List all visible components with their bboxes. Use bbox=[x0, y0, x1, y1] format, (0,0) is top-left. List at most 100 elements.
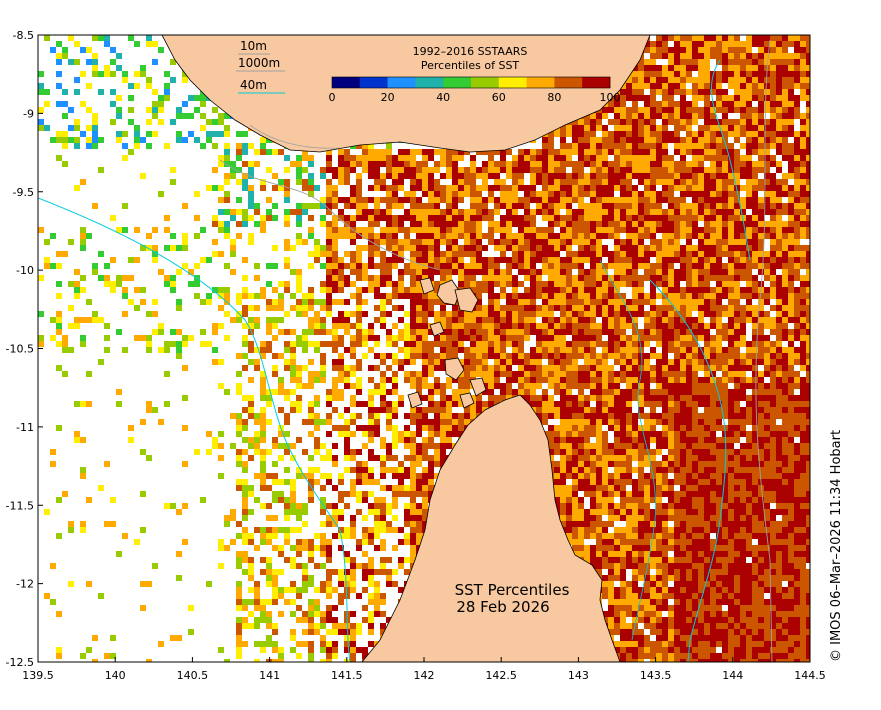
sst-cell bbox=[614, 383, 620, 389]
sst-cell bbox=[740, 227, 746, 233]
sst-cell bbox=[776, 353, 782, 359]
sst-cell bbox=[788, 305, 794, 311]
sst-cell bbox=[734, 125, 740, 131]
sst-cell bbox=[728, 119, 734, 125]
sst-cell bbox=[512, 347, 518, 353]
sst-cell bbox=[584, 119, 590, 125]
sst-cell bbox=[590, 395, 596, 401]
sst-cell bbox=[770, 281, 776, 287]
sst-cell bbox=[776, 395, 782, 401]
sst-cell bbox=[470, 209, 476, 215]
sst-cell bbox=[740, 185, 746, 191]
sst-cell bbox=[722, 251, 728, 257]
sst-cell bbox=[704, 263, 710, 269]
sst-cell bbox=[416, 347, 422, 353]
sst-cell bbox=[680, 371, 686, 377]
sst-cell bbox=[248, 143, 254, 149]
sst-cell bbox=[782, 71, 788, 77]
sst-cell bbox=[542, 353, 548, 359]
sst-cell bbox=[722, 53, 728, 59]
sst-cell bbox=[650, 269, 656, 275]
sst-cell bbox=[386, 329, 392, 335]
sst-cell bbox=[800, 383, 806, 389]
sst-cell bbox=[422, 371, 428, 377]
sst-cell bbox=[368, 377, 374, 383]
sst-cell bbox=[656, 263, 662, 269]
sst-cell bbox=[608, 413, 614, 419]
sst-cell bbox=[596, 341, 602, 347]
sst-cell bbox=[686, 311, 692, 317]
sst-cell bbox=[686, 257, 692, 263]
sst-cell bbox=[518, 281, 524, 287]
sst-cell bbox=[326, 245, 332, 251]
sst-cell bbox=[332, 335, 338, 341]
sst-cell bbox=[278, 329, 284, 335]
sst-cell bbox=[578, 167, 584, 173]
sst-cell bbox=[740, 335, 746, 341]
sst-cell bbox=[590, 155, 596, 161]
sst-cell bbox=[632, 317, 638, 323]
sst-cell bbox=[800, 83, 806, 89]
sst-cell bbox=[698, 311, 704, 317]
sst-cell bbox=[398, 185, 404, 191]
sst-cell bbox=[344, 173, 350, 179]
sst-cell bbox=[608, 137, 614, 143]
sst-cell bbox=[368, 167, 374, 173]
sst-cell bbox=[506, 275, 512, 281]
sst-cell bbox=[158, 47, 164, 53]
sst-cell bbox=[464, 323, 470, 329]
sst-cell bbox=[776, 35, 782, 41]
sst-cell bbox=[368, 251, 374, 257]
sst-cell bbox=[758, 407, 764, 413]
sst-cell bbox=[608, 377, 614, 383]
sst-cell bbox=[374, 365, 380, 371]
sst-cell bbox=[770, 137, 776, 143]
sst-cell bbox=[260, 413, 266, 419]
sst-cell bbox=[746, 197, 752, 203]
sst-cell bbox=[626, 311, 632, 317]
sst-cell bbox=[554, 245, 560, 251]
sst-cell bbox=[626, 143, 632, 149]
sst-cell bbox=[446, 413, 452, 419]
sst-cell bbox=[734, 167, 740, 173]
sst-cell bbox=[578, 197, 584, 203]
sst-cell bbox=[692, 113, 698, 119]
sst-cell bbox=[758, 395, 764, 401]
sst-cell bbox=[800, 341, 806, 347]
sst-cell bbox=[476, 353, 482, 359]
sst-cell bbox=[530, 269, 536, 275]
sst-cell bbox=[788, 317, 794, 323]
sst-cell bbox=[446, 185, 452, 191]
sst-cell bbox=[554, 197, 560, 203]
sst-cell bbox=[602, 329, 608, 335]
sst-cell bbox=[440, 323, 446, 329]
sst-cell bbox=[794, 35, 800, 41]
sst-cell bbox=[788, 65, 794, 71]
sst-cell bbox=[332, 323, 338, 329]
sst-cell bbox=[590, 119, 596, 125]
sst-cell bbox=[740, 239, 746, 245]
sst-cell bbox=[554, 383, 560, 389]
sst-cell bbox=[674, 71, 680, 77]
sst-cell bbox=[164, 95, 170, 101]
sst-cell bbox=[500, 221, 506, 227]
sst-cell bbox=[620, 407, 626, 413]
sst-cell bbox=[254, 149, 260, 155]
sst-cell bbox=[710, 161, 716, 167]
sst-cell bbox=[710, 263, 716, 269]
sst-cell bbox=[494, 341, 500, 347]
sst-cell bbox=[116, 95, 122, 101]
sst-cell bbox=[716, 101, 722, 107]
sst-cell bbox=[506, 377, 512, 383]
sst-cell bbox=[422, 227, 428, 233]
sst-cell bbox=[200, 299, 206, 305]
sst-cell bbox=[764, 107, 770, 113]
sst-cell bbox=[554, 353, 560, 359]
sst-cell bbox=[704, 353, 710, 359]
sst-cell bbox=[716, 47, 722, 53]
sst-cell bbox=[776, 209, 782, 215]
sst-cell bbox=[572, 125, 578, 131]
sst-cell bbox=[416, 281, 422, 287]
sst-cell bbox=[722, 401, 728, 407]
sst-cell bbox=[728, 107, 734, 113]
